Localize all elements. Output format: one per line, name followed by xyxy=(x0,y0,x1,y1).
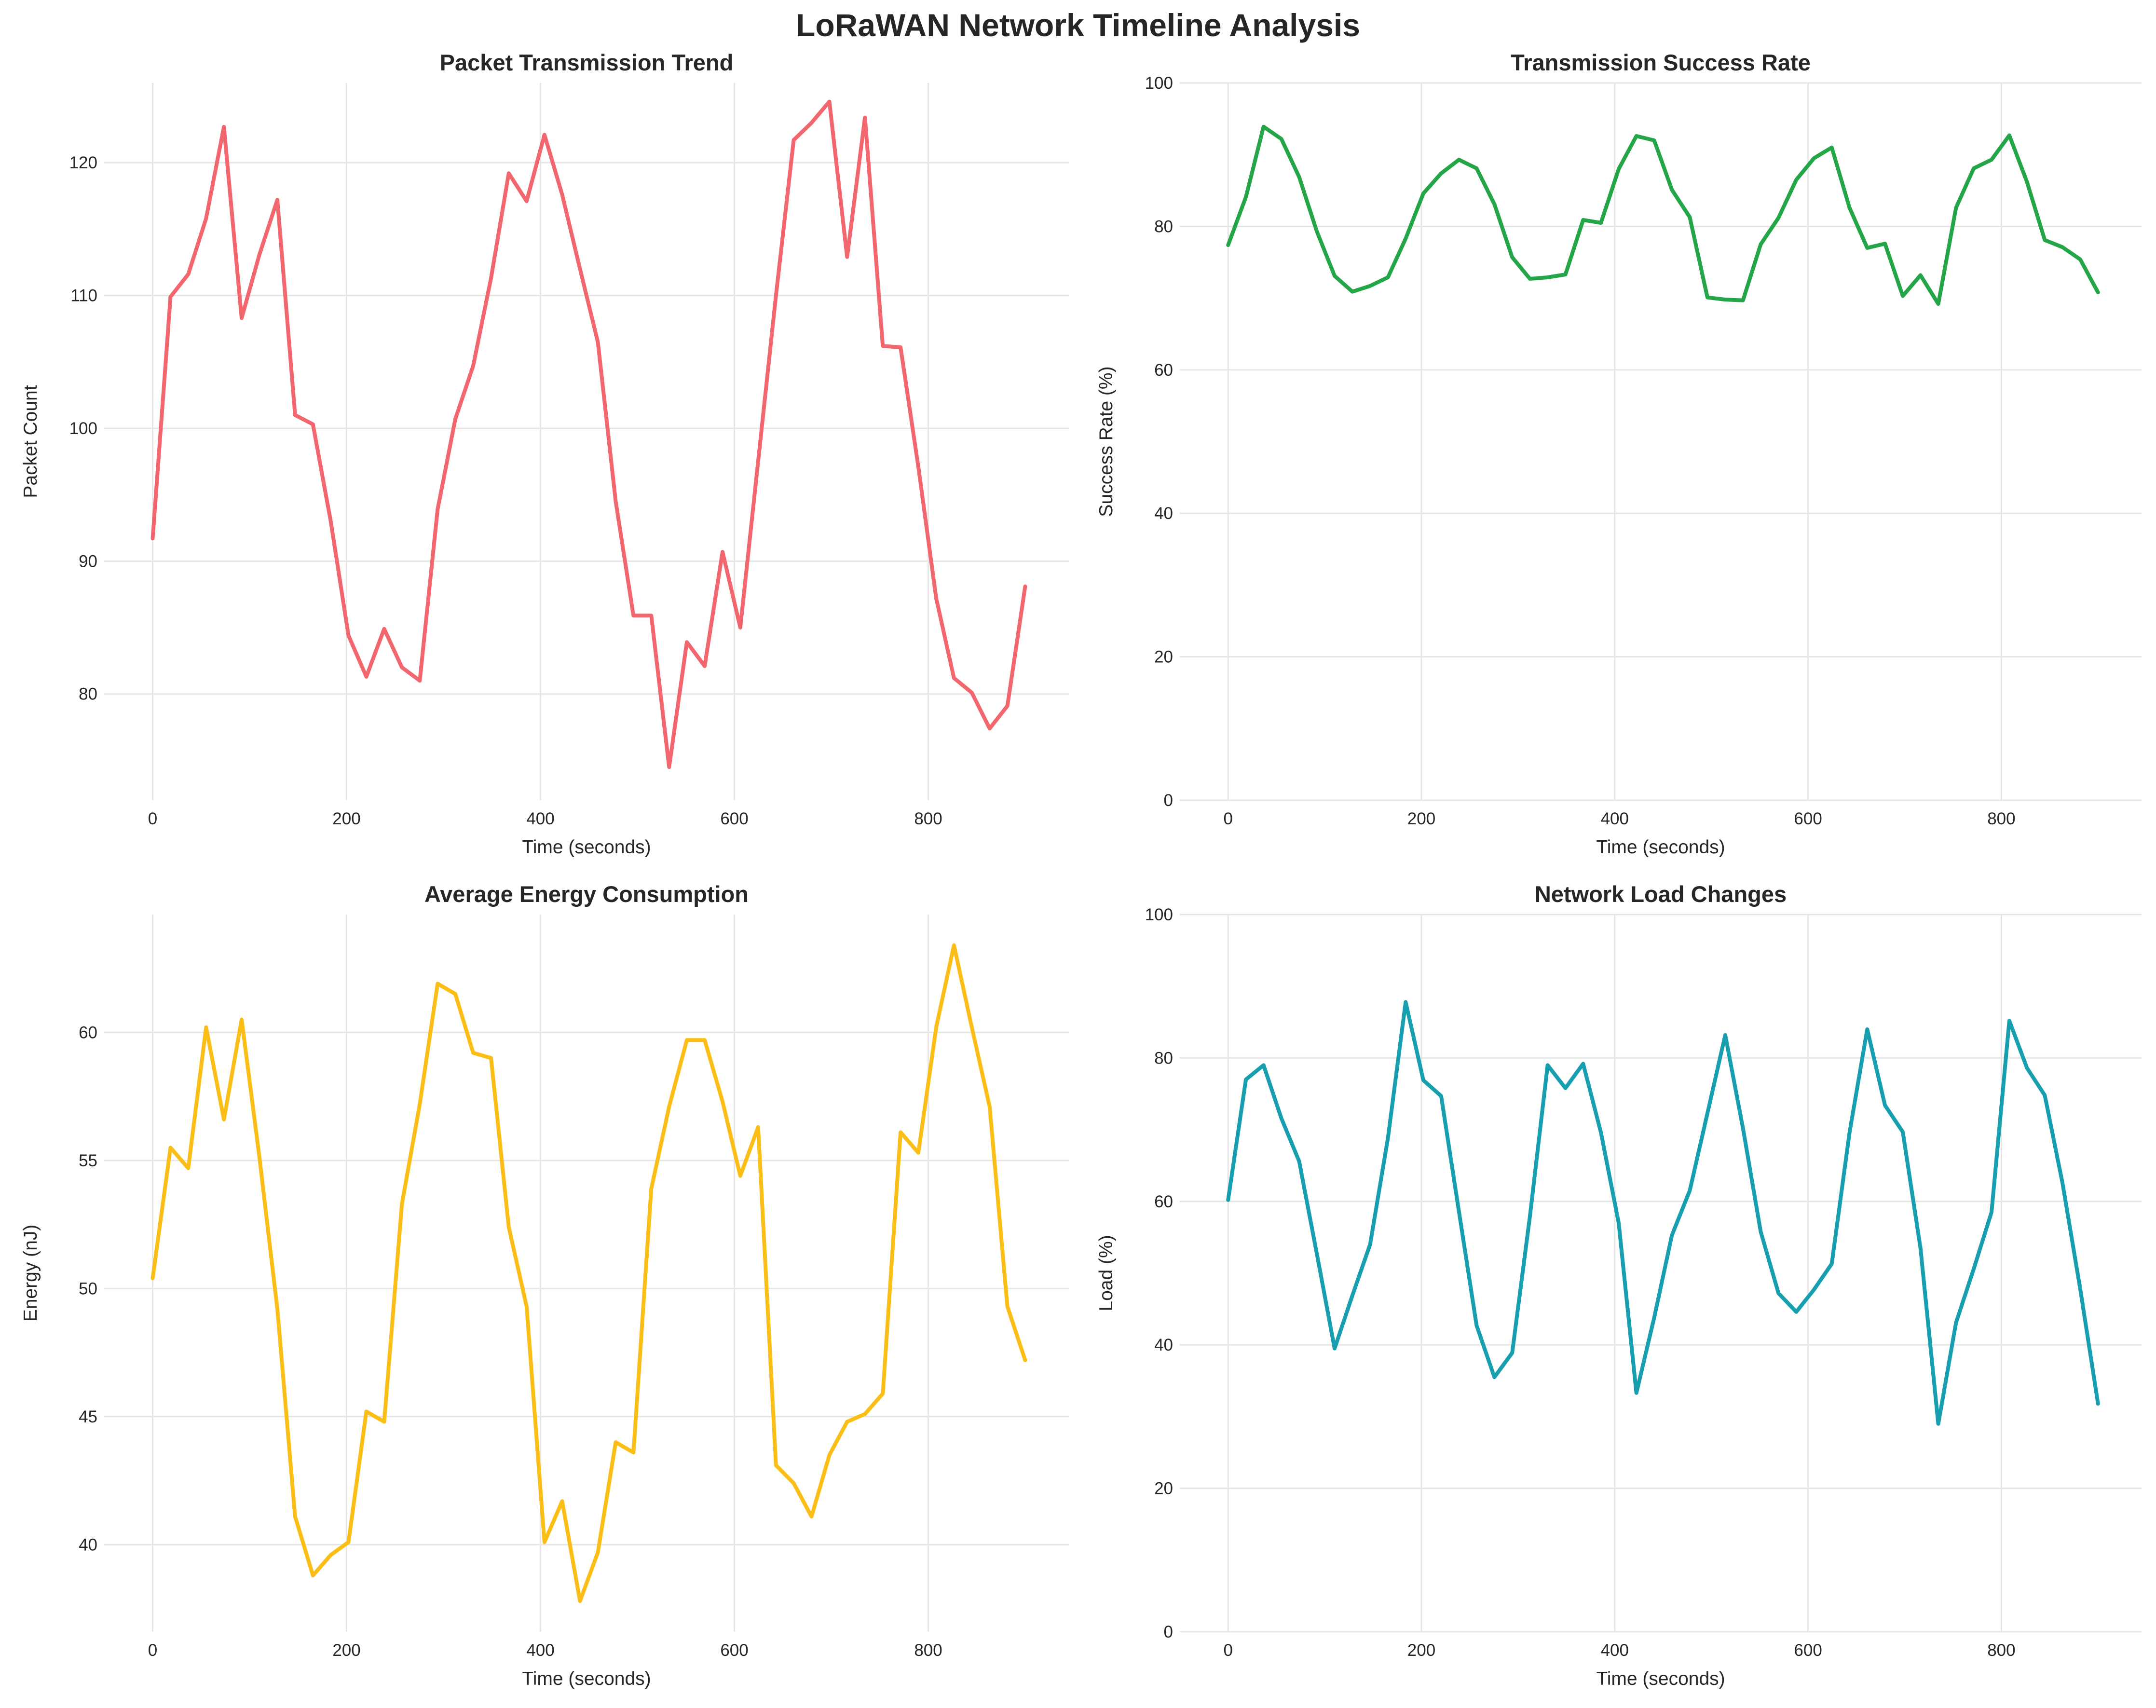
y-axis-label: Success Rate (%) xyxy=(1096,366,1117,517)
y-tick-label: 90 xyxy=(79,552,97,571)
x-axis-label: Time (seconds) xyxy=(1596,1668,1725,1689)
x-tick-label: 600 xyxy=(720,809,748,828)
y-axis-label: Packet Count xyxy=(20,385,41,498)
x-tick-label: 200 xyxy=(1407,1641,1435,1660)
x-tick-label: 600 xyxy=(720,1641,748,1660)
y-tick-label: 100 xyxy=(1145,905,1173,924)
subplot-3: 0 200 400 600 800 40 45 50 55 60 Average Energy Co… xyxy=(20,881,1069,1689)
y-tick-label: 50 xyxy=(79,1279,97,1298)
y-tick-label: 40 xyxy=(79,1535,97,1554)
y-axis-label: Energy (nJ) xyxy=(20,1225,41,1322)
y-tick-label: 80 xyxy=(79,685,97,704)
x-tick-label: 200 xyxy=(332,1641,360,1660)
x-tick-label: 200 xyxy=(1407,809,1435,828)
y-tick-label: 60 xyxy=(1154,361,1173,380)
x-tick-label: 400 xyxy=(526,809,554,828)
y-tick-label: 45 xyxy=(79,1407,97,1426)
y-tick-label: 100 xyxy=(1145,74,1173,93)
x-tick-label: 0 xyxy=(1223,1641,1232,1660)
y-tick-label: 55 xyxy=(79,1151,97,1170)
subplot-title: Network Load Changes xyxy=(1535,881,1787,907)
y-tick-label: 110 xyxy=(70,287,97,305)
y-tick-label: 100 xyxy=(69,419,97,438)
y-tick-label: 0 xyxy=(1164,791,1173,810)
main-title: LoRaWAN Network Timeline Analysis xyxy=(796,7,1360,43)
x-tick-label: 800 xyxy=(1987,809,2015,828)
x-axis-label: Time (seconds) xyxy=(522,837,651,858)
subplot-4: 0 200 400 600 800 0 20 40 60 80 100 Network Load Ch… xyxy=(1096,881,2142,1689)
x-tick-label: 600 xyxy=(1794,1641,1822,1660)
x-tick-label: 400 xyxy=(1601,1641,1629,1660)
x-tick-label: 0 xyxy=(148,1641,157,1660)
subplot-1: 0 200 400 600 800 80 90 100 110 120 Packet Transmi… xyxy=(20,50,1069,858)
x-tick-label: 400 xyxy=(1601,809,1629,828)
y-tick-label: 60 xyxy=(1154,1192,1173,1211)
y-tick-label: 40 xyxy=(1154,504,1173,523)
subplot-title: Average Energy Consumption xyxy=(424,881,749,907)
x-axis-label: Time (seconds) xyxy=(522,1668,651,1689)
series-line xyxy=(1226,124,2100,306)
y-tick-label: 60 xyxy=(79,1023,97,1042)
x-tick-label: 800 xyxy=(914,1641,942,1660)
x-tick-label: 200 xyxy=(332,809,360,828)
subplot-title: Transmission Success Rate xyxy=(1511,50,1811,75)
x-axis-label: Time (seconds) xyxy=(1596,837,1725,858)
y-tick-label: 80 xyxy=(1154,1049,1173,1067)
series-line xyxy=(150,943,1027,1603)
y-axis-label: Load (%) xyxy=(1096,1235,1117,1311)
y-tick-label: 20 xyxy=(1154,648,1173,667)
y-tick-label: 20 xyxy=(1154,1479,1173,1498)
series-line xyxy=(150,99,1027,769)
x-tick-label: 400 xyxy=(526,1641,554,1660)
x-tick-label: 0 xyxy=(1223,809,1232,828)
subplot-title: Packet Transmission Trend xyxy=(440,50,734,75)
series-line xyxy=(1226,1000,2100,1426)
y-tick-label: 0 xyxy=(1164,1623,1173,1641)
y-tick-label: 80 xyxy=(1154,217,1173,236)
x-tick-label: 600 xyxy=(1794,809,1822,828)
subplot-2: 0 200 400 600 800 0 20 40 60 80 100 Transmission Su… xyxy=(1096,50,2142,858)
x-tick-label: 0 xyxy=(148,809,157,828)
x-tick-label: 800 xyxy=(914,809,942,828)
y-tick-label: 120 xyxy=(69,153,97,172)
x-tick-label: 800 xyxy=(1987,1641,2015,1660)
y-tick-label: 40 xyxy=(1154,1336,1173,1354)
